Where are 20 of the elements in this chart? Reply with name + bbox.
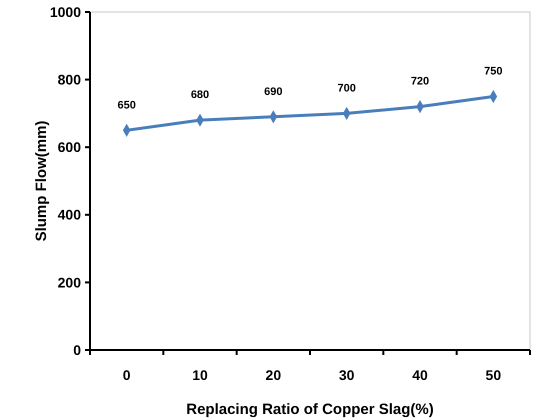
- y-tick-label: 800: [58, 72, 82, 88]
- data-label: 700: [337, 82, 356, 94]
- y-tick-label: 200: [58, 274, 82, 290]
- x-tick-label: 0: [122, 367, 131, 383]
- y-tick-label: 0: [73, 342, 82, 358]
- x-tick-label: 50: [486, 367, 502, 383]
- data-label: 650: [117, 99, 136, 112]
- x-tick-label: 20: [266, 367, 282, 383]
- x-tick-label: 40: [412, 367, 428, 383]
- y-tick-label: 600: [58, 139, 82, 156]
- data-label: 680: [190, 89, 210, 102]
- data-label: 750: [484, 66, 503, 78]
- data-label: 690: [264, 86, 283, 98]
- x-tick-label: 10: [192, 367, 208, 383]
- y-tick-label: 400: [58, 206, 82, 223]
- y-tick-label: 1000: [50, 4, 82, 20]
- y-axis-title: Slump Flow(mm): [33, 120, 50, 242]
- x-tick-label: 30: [338, 367, 355, 383]
- data-label: 720: [410, 76, 430, 88]
- x-axis-title: Replacing Ratio of Copper Slag(%): [186, 401, 434, 418]
